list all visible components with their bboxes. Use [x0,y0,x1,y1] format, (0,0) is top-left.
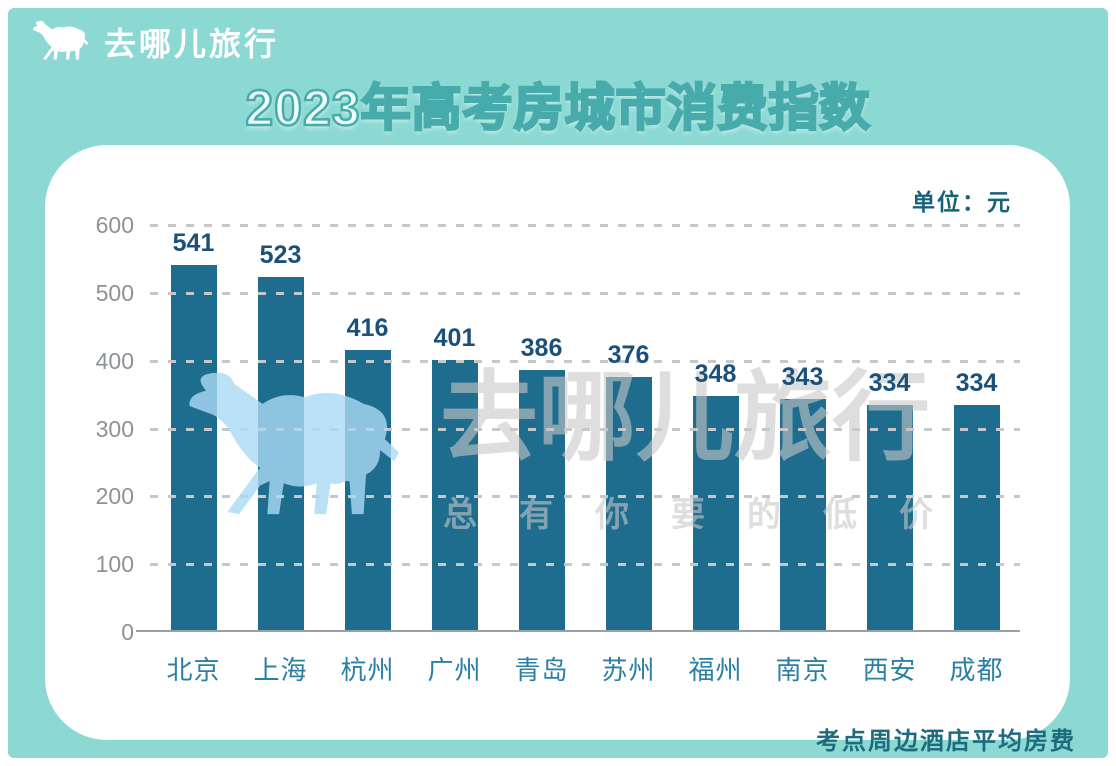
gridline [150,427,1020,431]
gridline [150,359,1020,363]
bar-value-label: 334 [868,369,911,398]
bar [344,349,391,632]
footnote: 考点周边酒店平均房费 [816,728,1076,755]
bar [779,399,826,632]
bar [518,370,565,632]
x-axis-label: 南京 [775,655,830,685]
bar [605,376,652,632]
y-tick-label: 400 [95,347,134,374]
bar-value-label: 523 [259,241,302,270]
poster-background: 去哪儿旅行 2023年高考房城市消费指数 单位：元 541 北京 523 上海 416 杭… [8,8,1108,758]
x-axis-label: 西安 [862,655,917,685]
camel-icon [33,20,89,60]
bar [953,405,1000,632]
x-axis-label: 北京 [166,655,221,685]
bar-value-label: 416 [346,313,389,342]
bar-value-label: 343 [781,363,824,392]
gridline [150,563,1020,567]
bar-group-西安: 334 西安 [863,225,916,685]
bar-group-南京: 343 南京 [776,225,829,685]
bar [866,405,913,632]
y-tick-label: 500 [95,279,134,306]
bar-group-苏州: 376 苏州 [602,225,655,685]
bar-value-label: 401 [433,324,476,352]
gridline [150,224,1020,227]
bar-group-青岛: 386 青岛 [515,225,568,685]
bar [170,265,217,632]
bar-value-label: 348 [694,359,737,388]
bar-group-成都: 334 成都 [950,225,1003,685]
bar-value-label: 334 [955,369,998,398]
x-axis-label: 青岛 [514,655,569,685]
bar [692,395,739,632]
x-axis-line [136,630,1020,632]
x-axis-label: 杭州 [340,655,395,685]
bar-value-label: 541 [172,229,215,258]
bar-value-label: 386 [520,334,563,363]
unit-label: 单位：元 [912,189,1012,215]
x-axis-label: 福州 [688,655,743,685]
x-axis-label: 成都 [949,655,1004,685]
y-tick-label: 100 [95,551,134,578]
bar [257,277,304,632]
x-axis-label: 苏州 [601,655,656,685]
brand-name: 去哪儿旅行 [104,25,280,62]
x-axis-label: 广州 [427,655,482,685]
bar-chart: 541 北京 523 上海 416 杭州 401 广州 386 青岛 376 苏州 348 福州 343 南京… [96,212,1020,685]
y-tick-label: 300 [95,415,134,442]
y-tick-label: 0 [121,619,134,645]
x-axis-label: 上海 [253,655,308,685]
brand-logo: 去哪儿旅行 [30,18,279,65]
page-title: 2023年高考房城市消费指数 [244,79,871,138]
y-tick-label: 600 [95,212,134,238]
bar-value-label: 376 [607,340,650,369]
gridline [150,291,1020,295]
y-tick-label: 200 [95,483,134,510]
gridline [150,495,1020,499]
chart-card: 单位：元 541 北京 523 上海 416 杭州 401 广州 386 青岛 376 苏州 348 福州… [45,145,1070,740]
bar-group-福州: 348 福州 [689,225,742,685]
